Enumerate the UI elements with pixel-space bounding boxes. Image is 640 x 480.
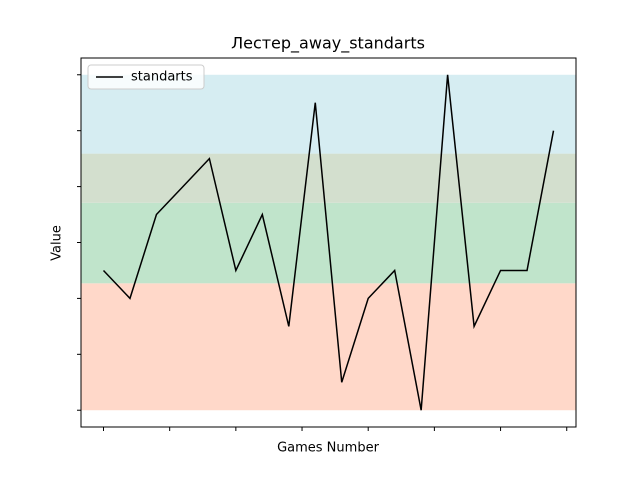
band xyxy=(81,283,576,411)
legend-box xyxy=(87,64,205,90)
chart-title: Лестер_away_standarts xyxy=(231,34,425,54)
y-axis-label: Value xyxy=(50,225,65,261)
x-axis-label: Games Number xyxy=(277,441,379,456)
line xyxy=(102,74,555,411)
legend-label: standarts xyxy=(131,70,193,85)
band xyxy=(81,153,576,203)
